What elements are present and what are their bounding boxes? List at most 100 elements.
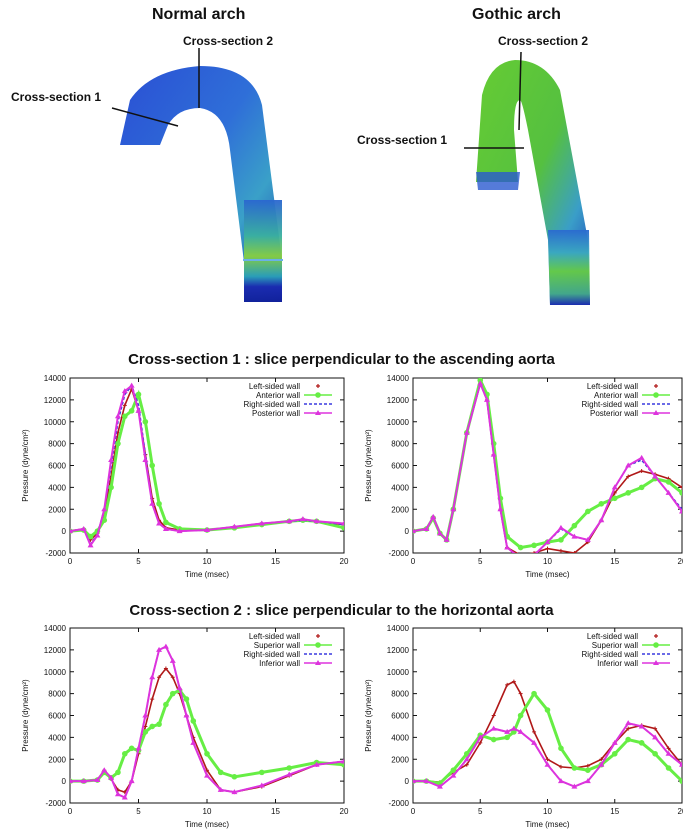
data-point xyxy=(286,771,293,777)
legend-entry-label: Anterior wall xyxy=(594,391,638,400)
data-point xyxy=(517,712,524,719)
data-point xyxy=(638,454,645,460)
legend-marker xyxy=(316,384,320,388)
data-point xyxy=(679,490,682,496)
legend-marker xyxy=(654,384,658,388)
data-point xyxy=(463,429,470,435)
data-point xyxy=(87,542,94,548)
data-point xyxy=(653,726,658,731)
y-tick-label: 8000 xyxy=(391,690,409,699)
plot-frame xyxy=(412,377,683,554)
data-point xyxy=(135,407,142,413)
data-point xyxy=(544,539,551,545)
data-point xyxy=(163,666,168,671)
data-point xyxy=(231,789,238,795)
legend-entry-label: Superior wall xyxy=(592,641,638,650)
data-point xyxy=(122,750,128,757)
legend-entry-label: Right-sided wall xyxy=(244,650,301,659)
x-axis-label: Time (msec) xyxy=(525,570,569,579)
data-point xyxy=(558,537,564,543)
legend-marker xyxy=(653,410,659,415)
legend-entry-label: Right-sided wall xyxy=(582,650,639,659)
data-point xyxy=(176,685,183,691)
data-point xyxy=(505,682,510,687)
data-point xyxy=(517,544,524,551)
y-tick-label: 12000 xyxy=(387,396,410,405)
data-point xyxy=(142,418,149,425)
data-point xyxy=(652,734,659,740)
y-tick-label: 8000 xyxy=(48,690,66,699)
x-tick-label: 10 xyxy=(543,557,552,566)
x-tick-label: 20 xyxy=(678,807,683,816)
y-axis-label: Pressure (dyne/cm²) xyxy=(21,679,30,752)
data-point xyxy=(571,783,578,789)
plot-area xyxy=(70,643,344,800)
data-point xyxy=(121,388,128,394)
x-tick-label: 15 xyxy=(610,807,619,816)
data-point xyxy=(557,778,564,784)
gothic-arch-title: Gothic arch xyxy=(472,6,561,23)
y-tick-label: 0 xyxy=(405,527,410,536)
y-tick-label: 12000 xyxy=(387,646,410,655)
x-tick-label: 15 xyxy=(271,807,280,816)
data-point xyxy=(519,553,523,557)
normal-arch-title: Normal arch xyxy=(152,6,246,23)
x-axis-label: Time (msec) xyxy=(185,820,229,829)
x-tick-label: 5 xyxy=(478,557,483,566)
data-point xyxy=(413,528,416,534)
y-tick-label: 10000 xyxy=(44,418,67,427)
y-tick-label: 10000 xyxy=(44,668,67,677)
data-point xyxy=(491,713,496,718)
y-tick-label: 14000 xyxy=(387,624,410,633)
legend-entry-label: Left-sided wall xyxy=(587,382,638,391)
data-point xyxy=(450,767,457,773)
legend-entry-label: Inferior wall xyxy=(259,659,300,668)
data-point xyxy=(497,506,504,512)
normal-arch-illustration xyxy=(111,48,590,305)
data-point xyxy=(156,500,162,507)
data-point xyxy=(313,518,320,524)
data-point xyxy=(638,740,645,746)
y-tick-label: 6000 xyxy=(48,712,66,721)
data-point xyxy=(533,552,535,553)
data-point xyxy=(625,490,631,496)
y-tick-label: 6000 xyxy=(391,462,409,471)
data-point xyxy=(150,697,155,702)
y-tick-label: 0 xyxy=(405,777,410,786)
data-point xyxy=(517,728,524,734)
data-point xyxy=(169,657,176,663)
legend-entry-label: Left-sided wall xyxy=(587,632,638,641)
data-point xyxy=(545,757,550,762)
data-point xyxy=(598,517,605,523)
data-point xyxy=(169,690,176,697)
data-point xyxy=(544,707,551,713)
data-point xyxy=(341,758,344,764)
data-point xyxy=(558,548,563,553)
data-point xyxy=(217,769,224,776)
x-tick-label: 10 xyxy=(203,807,212,816)
data-point xyxy=(149,500,156,506)
data-point xyxy=(511,679,516,684)
y-tick-label: -2000 xyxy=(389,799,410,808)
data-point xyxy=(464,762,469,767)
data-point xyxy=(101,767,108,773)
y-axis-label: Pressure (dyne/cm²) xyxy=(21,429,30,502)
legend-entry-label: Right-sided wall xyxy=(244,400,301,409)
data-point xyxy=(108,484,114,491)
y-tick-label: 12000 xyxy=(44,646,67,655)
data-point xyxy=(101,506,108,512)
data-point xyxy=(217,786,224,792)
y-tick-label: 4000 xyxy=(391,483,409,492)
data-point xyxy=(135,391,142,398)
data-point xyxy=(638,723,645,729)
data-point xyxy=(162,525,169,531)
y-tick-label: 8000 xyxy=(48,440,66,449)
data-point xyxy=(490,736,497,743)
series-line-3 xyxy=(70,645,344,799)
y-tick-label: 2000 xyxy=(391,505,409,514)
data-point xyxy=(585,508,591,515)
data-point xyxy=(170,675,175,680)
legend-marker xyxy=(315,642,321,648)
data-point xyxy=(680,485,682,490)
data-point xyxy=(204,527,210,533)
